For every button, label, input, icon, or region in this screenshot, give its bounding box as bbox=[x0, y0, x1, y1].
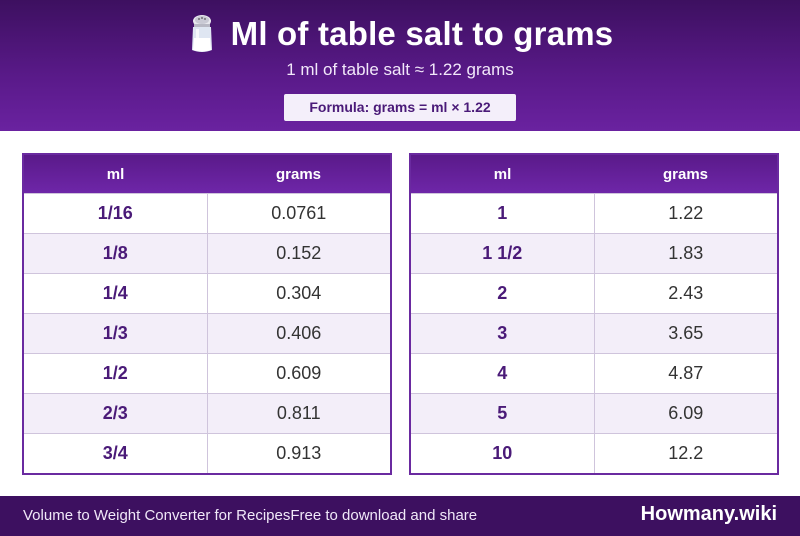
grams-cell: 0.811 bbox=[207, 393, 390, 434]
table-row: 1/4 0.304 bbox=[24, 273, 390, 314]
ml-cell: 10 bbox=[411, 433, 595, 473]
table-row: 2 2.43 bbox=[411, 273, 777, 314]
table-row: 1 1.22 bbox=[411, 193, 777, 234]
grams-cell: 2.43 bbox=[594, 273, 777, 314]
grams-cell: 0.609 bbox=[207, 353, 390, 394]
table-row: 10 12.2 bbox=[411, 433, 777, 473]
column-header-ml: ml bbox=[24, 155, 207, 194]
title-row: Ml of table salt to grams bbox=[0, 12, 800, 56]
footer-bar: Volume to Weight Converter for RecipesFr… bbox=[0, 496, 800, 536]
grams-cell: 12.2 bbox=[594, 433, 777, 473]
ml-cell: 3 bbox=[411, 313, 595, 354]
table-row: 4 4.87 bbox=[411, 353, 777, 394]
grams-cell: 0.0761 bbox=[207, 193, 390, 234]
ml-cell: 1 bbox=[411, 193, 595, 234]
grams-cell: 6.09 bbox=[594, 393, 777, 434]
table-row: 5 6.09 bbox=[411, 393, 777, 434]
salt-shaker-icon bbox=[191, 15, 212, 52]
footer-tagline: Volume to Weight Converter for RecipesFr… bbox=[23, 507, 478, 524]
ml-cell: 2 bbox=[411, 273, 595, 314]
conversion-table-right: ml grams 1 1.22 1 1/2 1.83 2 2.43 3 3.65 4 4.… bbox=[409, 153, 779, 475]
table-row: 1/8 0.152 bbox=[24, 233, 390, 274]
ml-cell: 3/4 bbox=[24, 433, 208, 473]
table-row: 1 1/2 1.83 bbox=[411, 233, 777, 274]
ml-cell: 1/3 bbox=[24, 313, 208, 354]
table-row: 3 3.65 bbox=[411, 313, 777, 354]
ml-cell: 4 bbox=[411, 353, 595, 394]
table-row: 2/3 0.811 bbox=[24, 393, 390, 434]
header-banner: Ml of table salt to grams 1 ml of table … bbox=[0, 0, 800, 131]
table-row: 1/2 0.609 bbox=[24, 353, 390, 394]
conversion-table-left: ml grams 1/16 0.0761 1/8 0.152 1/4 0.304 1/… bbox=[22, 153, 392, 475]
ml-cell: 1/16 bbox=[24, 193, 208, 234]
ml-cell: 1/8 bbox=[24, 233, 208, 274]
grams-cell: 4.87 bbox=[594, 353, 777, 394]
ml-cell: 1 1/2 bbox=[411, 233, 595, 274]
page-title: Ml of table salt to grams bbox=[230, 15, 614, 52]
grams-cell: 3.65 bbox=[594, 313, 777, 354]
conversion-subtitle: 1 ml of table salt ≈ 1.22 grams bbox=[286, 60, 514, 79]
table-row: 1/16 0.0761 bbox=[24, 193, 390, 234]
column-header-grams: grams bbox=[594, 155, 777, 194]
table-row: 3/4 0.913 bbox=[24, 433, 390, 473]
grams-cell: 0.152 bbox=[207, 233, 390, 274]
column-header-grams: grams bbox=[207, 155, 390, 194]
ml-cell: 1/2 bbox=[24, 353, 208, 394]
brand-logo-text[interactable]: Howmany.wiki bbox=[640, 503, 777, 525]
grams-cell: 0.913 bbox=[207, 433, 390, 473]
ml-cell: 5 bbox=[411, 393, 595, 434]
formula-badge: Formula: grams = ml × 1.22 bbox=[284, 94, 516, 121]
grams-cell: 0.406 bbox=[207, 313, 390, 354]
column-header-ml: ml bbox=[411, 155, 594, 194]
ml-cell: 2/3 bbox=[24, 393, 208, 434]
grams-cell: 1.83 bbox=[594, 233, 777, 274]
grams-cell: 0.304 bbox=[207, 273, 390, 314]
ml-cell: 1/4 bbox=[24, 273, 208, 314]
table-row: 1/3 0.406 bbox=[24, 313, 390, 354]
grams-cell: 1.22 bbox=[594, 193, 777, 234]
